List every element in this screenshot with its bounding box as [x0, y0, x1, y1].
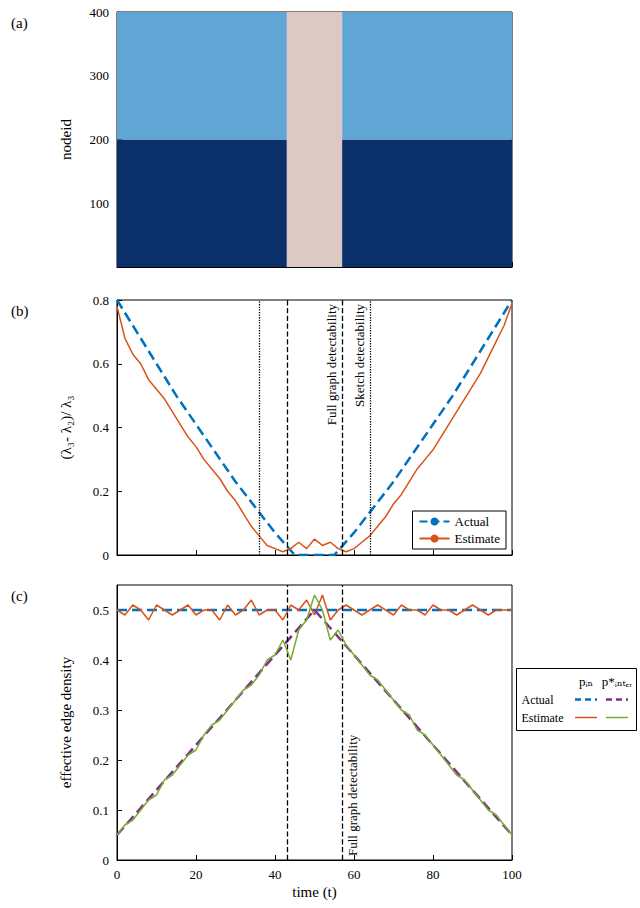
svg-text:0.5: 0.5	[93, 603, 109, 618]
svg-text:0: 0	[114, 867, 121, 882]
svg-text:100: 100	[502, 867, 522, 882]
svg-text:60: 60	[348, 867, 361, 882]
svg-text:80: 80	[427, 867, 440, 882]
svg-text:0: 0	[103, 853, 110, 868]
svg-text:effective edge density: effective edge density	[58, 656, 74, 788]
svg-text:100: 100	[90, 196, 110, 211]
svg-text:Estimate: Estimate	[522, 711, 564, 725]
svg-text:(c): (c)	[11, 588, 28, 605]
svg-text:0.2: 0.2	[93, 484, 109, 499]
svg-text:(λ₃- λ₂)/ λ₃: (λ₃- λ₂)/ λ₃	[58, 395, 75, 459]
svg-text:Actual: Actual	[522, 693, 555, 707]
svg-text:200: 200	[90, 132, 110, 147]
svg-text:pᵢₙ: pᵢₙ	[579, 674, 593, 689]
svg-text:Sketch detectability: Sketch detectability	[352, 304, 367, 407]
svg-text:400: 400	[90, 5, 110, 20]
svg-text:Actual: Actual	[455, 514, 490, 529]
svg-text:(b): (b)	[11, 303, 29, 320]
svg-text:0.4: 0.4	[93, 420, 110, 435]
svg-text:(a): (a)	[11, 15, 28, 32]
svg-text:Full graph detectability: Full graph detectability	[324, 304, 339, 426]
svg-text:p*ᵢₙₜₑᵣ: p*ᵢₙₜₑᵣ	[602, 674, 632, 689]
svg-text:Full graph detectability: Full graph detectability	[345, 734, 360, 856]
svg-text:0.1: 0.1	[93, 803, 109, 818]
svg-text:time (t): time (t)	[292, 884, 337, 901]
svg-text:20: 20	[190, 867, 203, 882]
svg-text:300: 300	[90, 68, 110, 83]
svg-text:0.6: 0.6	[93, 356, 110, 371]
svg-text:0.8: 0.8	[93, 293, 109, 308]
svg-text:40: 40	[269, 867, 282, 882]
svg-text:0.2: 0.2	[93, 753, 109, 768]
svg-text:0: 0	[103, 548, 110, 563]
svg-text:0.4: 0.4	[93, 653, 110, 668]
svg-text:nodeid: nodeid	[58, 119, 74, 160]
svg-text:0.3: 0.3	[93, 703, 109, 718]
svg-text:Estimate: Estimate	[455, 531, 501, 546]
